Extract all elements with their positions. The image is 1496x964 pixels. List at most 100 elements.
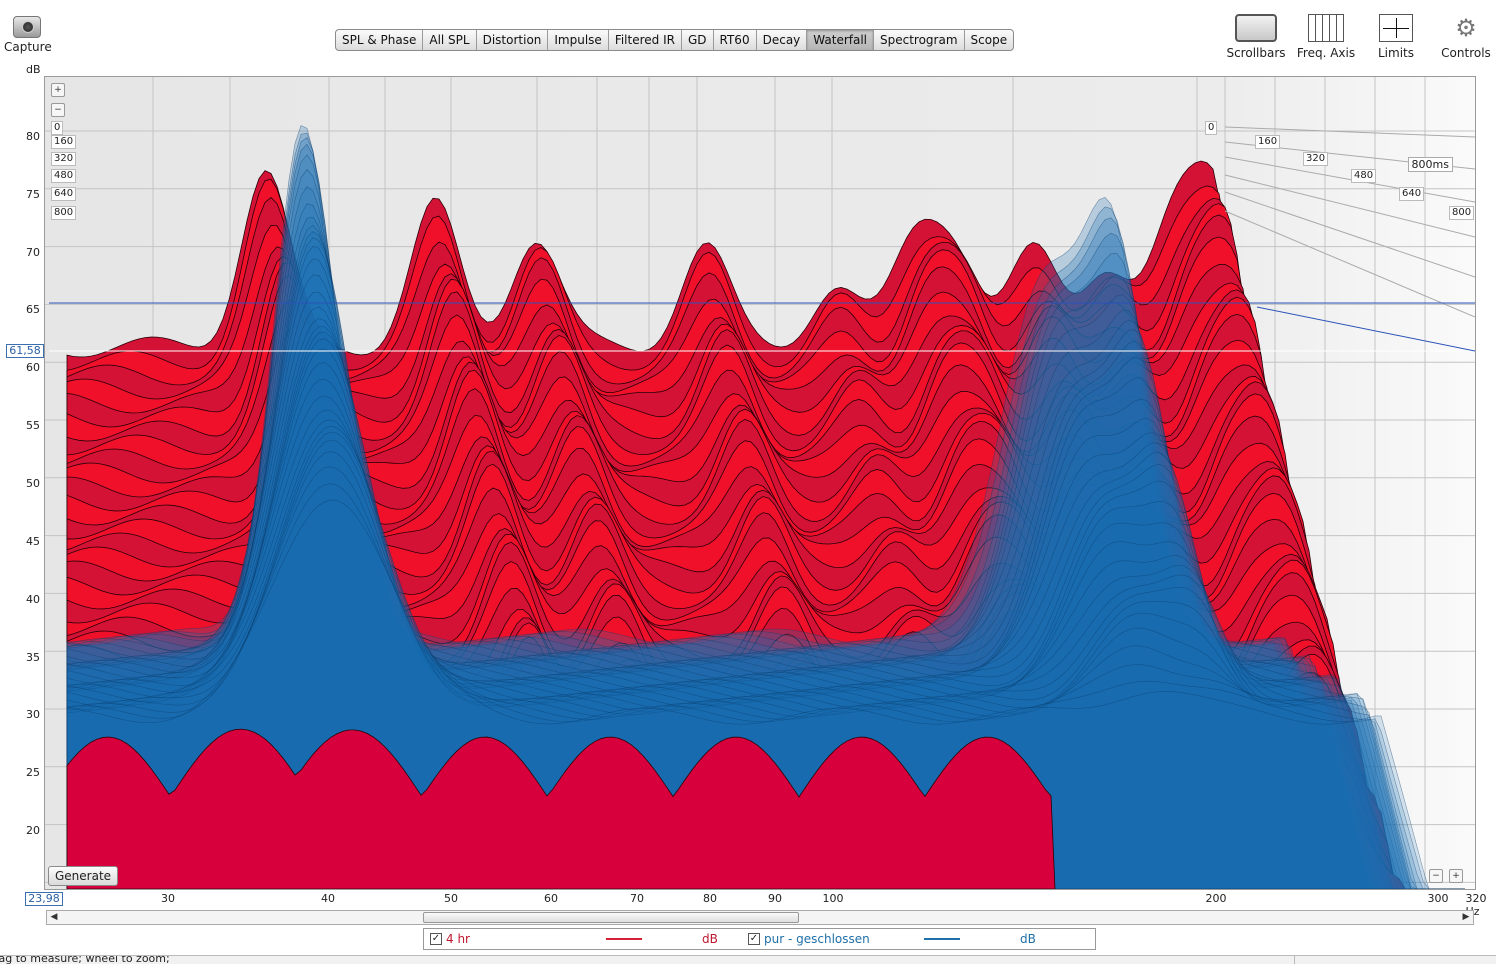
blue-decay-slice: [66, 225, 1465, 889]
x-tick: 60: [544, 892, 558, 905]
legend-unit: dB: [1020, 932, 1036, 946]
capture-button[interactable]: Capture: [4, 16, 52, 54]
scrollbars-button[interactable]: Scrollbars: [1226, 14, 1286, 60]
zoom-out-icon[interactable]: −: [51, 103, 65, 117]
status-text: rag to measure; wheel to zoom;: [0, 955, 170, 964]
generate-button[interactable]: Generate: [48, 866, 119, 886]
time-label: 800: [1449, 206, 1475, 220]
y-cursor-readout[interactable]: 61,58: [6, 344, 44, 358]
blue-decay-slice: [66, 216, 1465, 889]
blue-decay-slice: [66, 326, 1465, 889]
blue-decay-slice: [66, 395, 1465, 889]
time-label: 0: [1205, 121, 1218, 135]
reference-slope: [1256, 306, 1475, 352]
blue-decay-slice: [66, 154, 1465, 889]
capture-label: Capture: [4, 40, 52, 54]
time-label: 160: [51, 135, 77, 149]
blue-decay-slice: [66, 419, 1465, 889]
time-label: 480: [1351, 169, 1377, 183]
blue-decay-slice: [66, 186, 1465, 889]
controls-button[interactable]: ⚙ Controls: [1436, 14, 1496, 60]
legend-checkbox[interactable]: ✓: [430, 933, 442, 945]
limits-label: Limits: [1378, 46, 1414, 60]
y-tick: 30: [26, 708, 40, 721]
tab-spl-phase[interactable]: SPL & Phase: [336, 30, 424, 50]
y-axis-unit: dB: [26, 63, 41, 76]
scroll-left-icon[interactable]: ◀: [50, 912, 58, 922]
tab-gd[interactable]: GD: [682, 30, 714, 50]
x-tick: 300: [1427, 892, 1449, 905]
camera-icon: [13, 16, 41, 38]
y-tick: 20: [26, 824, 40, 837]
y-tick: 40: [26, 593, 40, 606]
waterfall-graph: [45, 77, 1475, 889]
scrollbars-icon: [1235, 14, 1277, 42]
x-tick: 80: [703, 892, 717, 905]
time-label: 480: [51, 169, 77, 183]
tab-impulse[interactable]: Impulse: [548, 30, 609, 50]
legend-series-name: 4 hr: [446, 932, 470, 946]
controls-label: Controls: [1441, 46, 1491, 60]
scrollbars-label: Scrollbars: [1226, 46, 1286, 60]
legend-series-name: pur - geschlossen: [764, 932, 870, 946]
tab-scope[interactable]: Scope: [970, 33, 1008, 47]
blue-decay-slice: [66, 409, 1465, 889]
x-tick: 70: [630, 892, 644, 905]
tab-filtered-ir[interactable]: Filtered IR: [609, 30, 682, 50]
blue-decay-slice: [66, 425, 1465, 889]
zoom-in-icon[interactable]: +: [51, 83, 65, 97]
time-label: 320: [1303, 152, 1329, 166]
zoom-in-icon[interactable]: +: [1449, 869, 1463, 883]
tab-distortion[interactable]: Distortion: [477, 30, 549, 50]
legend-unit: dB: [702, 932, 718, 946]
time-label: 640: [51, 187, 77, 201]
y-tick: 60: [26, 361, 40, 374]
horizontal-scrollbar[interactable]: ◀ ▶: [46, 910, 1474, 925]
y-tick: 35: [26, 651, 40, 664]
x-tick: 200: [1205, 892, 1227, 905]
tab-decay[interactable]: Decay: [757, 30, 808, 50]
waterfall-plot[interactable]: 800ms 0 160 320 480 640 800 0 160 320 48…: [44, 76, 1476, 890]
time-label: 800: [51, 206, 77, 220]
scroll-right-icon[interactable]: ▶: [1462, 912, 1470, 922]
tab-waterfall[interactable]: Waterfall: [807, 30, 874, 50]
y-tick: 65: [26, 303, 40, 316]
blue-decay-slice: [66, 338, 1465, 889]
tab-rt60[interactable]: RT60: [714, 30, 757, 50]
blue-decay-slice: [66, 466, 1465, 889]
x-tick: 30: [161, 892, 175, 905]
tab-all-spl[interactable]: All SPL: [423, 30, 477, 50]
x-tick: 90: [768, 892, 782, 905]
legend-swatch: [924, 938, 960, 940]
gear-icon: ⚙: [1455, 14, 1477, 42]
y-min-readout[interactable]: 23,98: [25, 892, 63, 906]
y-tick: 55: [26, 419, 40, 432]
time-label: 0: [51, 121, 64, 135]
status-divider: [1294, 956, 1295, 964]
red-front-slice: [66, 728, 1056, 889]
y-tick: 50: [26, 477, 40, 490]
zoom-out-icon[interactable]: −: [1429, 869, 1443, 883]
time-range-label: 800ms: [1407, 157, 1453, 172]
limits-button[interactable]: Limits: [1366, 14, 1426, 60]
y-tick: 45: [26, 535, 40, 548]
freq-axis-icon: [1308, 14, 1344, 42]
x-tick: 100: [822, 892, 844, 905]
y-tick: 25: [26, 766, 40, 779]
scrollbar-thumb[interactable]: [423, 912, 799, 923]
x-tick: 40: [321, 892, 335, 905]
freq-axis-label: Freq. Axis: [1296, 46, 1356, 60]
legend-checkbox[interactable]: ✓: [748, 933, 760, 945]
x-tick: 50: [444, 892, 458, 905]
blue-decay-slice: [66, 143, 1465, 889]
time-label: 160: [1255, 135, 1281, 149]
blue-decay-slice: [66, 245, 1465, 889]
y-tick: 75: [26, 188, 40, 201]
blue-decay-slice: [66, 431, 1465, 889]
legend-swatch: [606, 938, 642, 940]
legend: ✓ 4 hr dB ✓ pur - geschlossen dB: [423, 928, 1096, 950]
tab-spectrogram[interactable]: Spectrogram: [874, 30, 965, 50]
freq-axis-button[interactable]: Freq. Axis: [1296, 14, 1356, 60]
blue-decay-slice: [66, 132, 1465, 889]
graph-tab-bar: SPL & Phase All SPL Distortion Impulse F…: [335, 29, 1015, 51]
